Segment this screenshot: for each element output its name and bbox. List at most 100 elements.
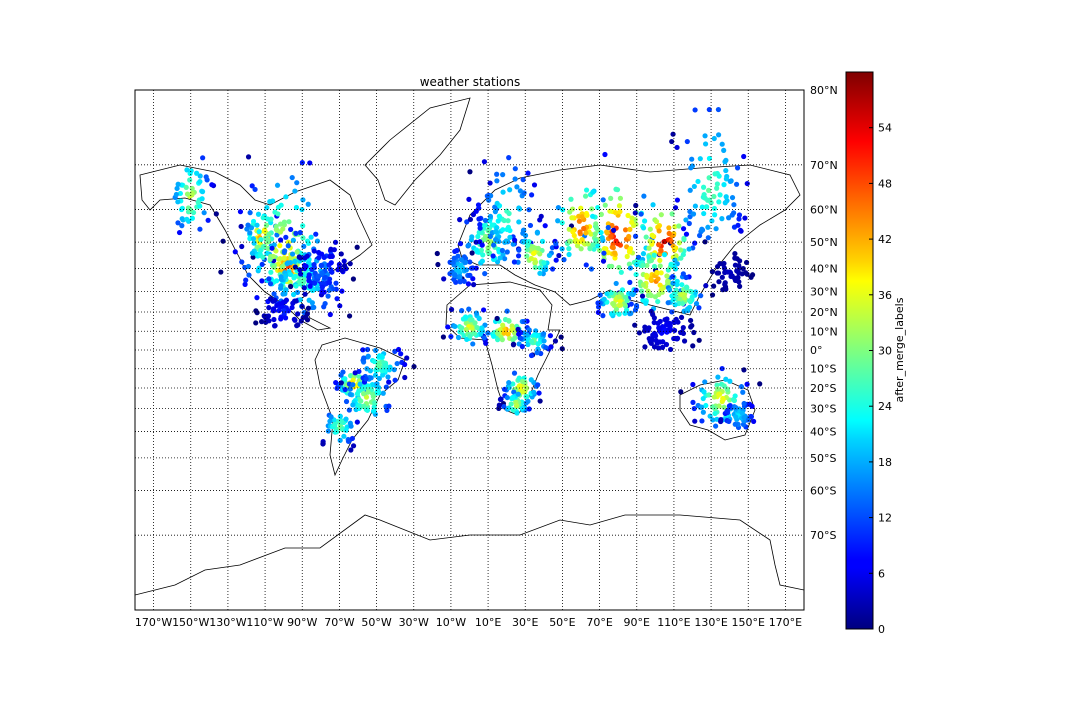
station-marker [608,195,614,201]
station-marker [333,280,339,286]
station-marker [695,178,701,185]
station-marker [714,181,720,187]
station-marker [325,293,331,299]
station-marker [319,270,325,276]
station-marker [629,219,635,225]
station-marker [677,247,684,253]
station-marker [472,320,478,326]
station-marker [740,266,746,272]
station-marker [536,390,542,396]
station-marker [289,174,295,181]
parallel-label: 30°N [810,285,838,298]
station-marker [325,428,331,434]
station-marker [327,418,333,424]
station-marker [278,283,284,289]
station-marker [516,331,522,337]
station-marker [499,247,506,254]
station-marker [357,381,363,387]
station-marker [616,311,622,317]
station-marker [501,404,507,410]
station-marker [183,184,189,191]
station-marker [505,218,511,224]
station-marker [459,308,465,314]
station-marker [732,421,738,427]
station-marker [716,132,722,138]
station-marker [342,386,348,393]
station-marker [489,222,495,228]
station-marker [510,341,517,347]
station-marker [699,418,705,424]
station-marker [726,403,732,409]
station-marker [738,384,745,390]
station-marker [727,269,733,275]
meridian-label: 10°E [475,616,501,629]
station-marker [659,286,665,292]
station-marker [338,380,344,386]
station-marker [518,335,524,341]
station-marker [350,382,356,388]
station-marker [581,225,587,232]
station-marker [608,311,615,317]
station-marker [604,229,610,235]
station-marker [632,210,638,216]
station-marker [658,270,664,276]
station-marker [614,187,621,193]
parallel-label: 60°N [810,203,838,216]
station-marker [271,291,277,297]
station-marker [307,160,313,166]
station-marker [392,377,398,383]
station-marker [632,322,638,328]
station-marker [269,245,275,251]
station-marker [285,260,291,266]
station-marker [350,443,357,449]
station-marker [311,280,318,286]
station-marker [680,325,686,331]
station-marker [213,211,219,217]
station-marker [285,243,291,249]
station-marker [511,389,517,395]
station-marker [537,270,543,276]
parallel-labels: 80°N 70°N 60°N 50°N 40°N 30°N 20°N 10°N 0° 10°S 20… [810,84,838,542]
station-marker [680,226,687,232]
station-marker [285,308,292,314]
station-marker [601,296,607,302]
station-marker [288,226,294,233]
parallel-label: 20°S [810,382,836,395]
station-marker [608,290,614,296]
station-marker [510,326,516,332]
station-marker [684,284,690,291]
station-marker [514,410,520,416]
station-marker [274,227,280,233]
station-marker [383,384,389,390]
station-marker [275,211,281,217]
station-marker [504,394,510,401]
station-marker [701,191,707,198]
station-marker [592,231,598,237]
station-marker [716,279,722,285]
station-marker [595,309,601,316]
station-marker [700,395,706,402]
station-marker [550,266,556,272]
station-marker [731,210,737,216]
parallel-label: 10°N [810,325,838,338]
station-marker [674,197,681,203]
station-marker [732,251,738,257]
station-marker [568,196,574,202]
station-marker [600,197,606,203]
station-marker [504,226,510,233]
station-marker [616,203,623,209]
station-marker [348,447,354,453]
station-marker [320,441,326,447]
meridian-label: 110°W [246,616,283,629]
station-marker [691,183,697,190]
station-marker [290,237,297,243]
station-marker [265,245,271,252]
station-marker [715,106,722,113]
station-marker [567,238,573,244]
meridian-label: 50°E [549,616,575,629]
station-marker [177,190,183,197]
station-marker [735,222,741,228]
station-marker [332,239,339,245]
station-marker [494,259,501,265]
station-marker [245,263,252,270]
